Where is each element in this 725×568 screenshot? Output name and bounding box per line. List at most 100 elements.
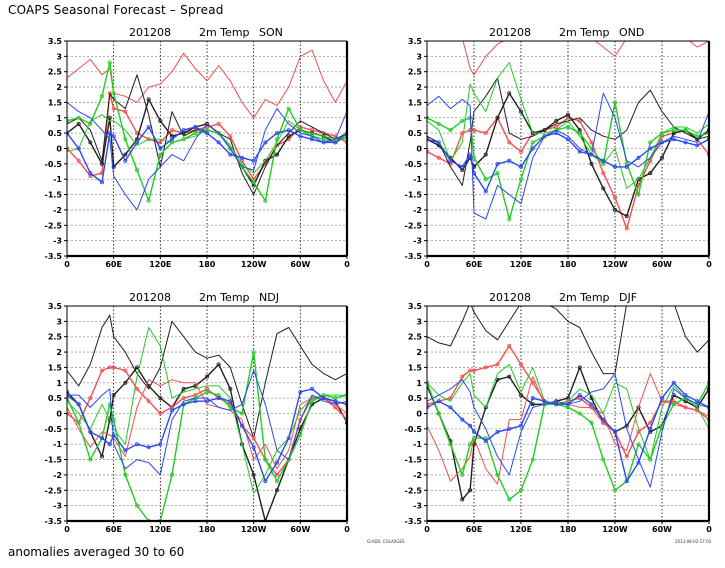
- data-point-black-2: [468, 488, 473, 493]
- data-point-green-1: [436, 121, 441, 126]
- x-tick-label: 180: [560, 260, 577, 269]
- data-point-green-1: [648, 140, 653, 145]
- data-point-blue-2: [286, 128, 291, 133]
- series-group: [67, 314, 347, 521]
- data-point-blue-2: [228, 152, 233, 157]
- data-point-red-2: [613, 195, 618, 200]
- data-point-black-2: [660, 155, 665, 160]
- data-point-blue-2: [460, 417, 465, 422]
- data-point-blue-2: [460, 164, 465, 169]
- data-point-blue-2: [88, 429, 93, 434]
- data-point-blue-2: [228, 399, 233, 404]
- y-tick-label: 2.5: [408, 333, 423, 342]
- data-point-black-2: [228, 386, 233, 391]
- data-point-black-2: [146, 383, 151, 388]
- timestamp: 2013-08-02-17:03: [675, 539, 712, 544]
- data-point-blue-2: [111, 134, 116, 139]
- data-point-blue-2: [181, 128, 186, 133]
- data-point-black-2: [263, 519, 268, 521]
- y-tick-label: 3.5: [48, 302, 63, 311]
- data-point-blue-2: [274, 131, 279, 136]
- data-point-blue-2: [566, 137, 571, 142]
- data-point-blue-2: [589, 152, 594, 157]
- data-point-green-1: [123, 472, 128, 477]
- data-point-green-1: [613, 488, 618, 493]
- data-point-red-1: [100, 368, 105, 373]
- data-point-blue-2: [471, 171, 476, 176]
- x-tick-label: 0: [64, 260, 70, 269]
- data-point-blue-2: [309, 137, 314, 142]
- data-point-green-1: [601, 457, 606, 462]
- data-point-blue-2: [263, 140, 268, 145]
- y-tick-label: 0.5: [408, 394, 423, 403]
- data-point-red-1: [519, 362, 524, 367]
- data-point-green-1: [427, 380, 429, 385]
- data-point-black-2: [519, 109, 524, 114]
- y-tick-label: -1.5: [405, 191, 423, 200]
- y-tick-label: 0.5: [48, 394, 63, 403]
- data-point-red-1: [88, 396, 93, 401]
- data-point-blue-2: [601, 158, 606, 163]
- x-tick-label: 120W: [602, 525, 628, 534]
- data-point-green-1: [707, 380, 709, 385]
- data-point-red-2: [123, 109, 128, 114]
- data-point-green-1: [251, 180, 256, 185]
- y-tick-label: -1.5: [45, 191, 63, 200]
- data-point-blue-2: [181, 402, 186, 407]
- data-point-red-2: [76, 158, 81, 163]
- data-point-blue-2: [158, 442, 163, 447]
- data-point-blue-2: [624, 164, 629, 169]
- series-line-black-2: [427, 366, 709, 501]
- x-tick-label: 180: [199, 260, 216, 269]
- y-tick-label: -2: [53, 471, 62, 480]
- data-point-black-2: [483, 405, 488, 410]
- data-point-blue-2: [298, 134, 303, 139]
- data-point-green-1: [146, 519, 151, 521]
- chart-title-part: 2m Temp: [559, 291, 610, 304]
- data-point-red-1: [158, 411, 163, 416]
- data-point-blue-2: [683, 393, 688, 398]
- x-tick-label: 180: [560, 525, 577, 534]
- data-point-red-2: [427, 149, 429, 154]
- chart-title-part: SON: [259, 26, 283, 39]
- data-point-black-2: [274, 152, 279, 157]
- data-point-black-2: [111, 393, 116, 398]
- data-point-red-1: [468, 368, 473, 373]
- data-point-blue-2: [530, 396, 535, 401]
- data-point-blue-2: [519, 423, 524, 428]
- x-tick-label: 180: [199, 525, 216, 534]
- data-point-green-1: [519, 488, 524, 493]
- data-point-red-1: [274, 472, 279, 477]
- data-point-blue-2: [204, 131, 209, 136]
- data-point-green-1: [158, 519, 163, 521]
- y-tick-label: -1: [413, 440, 422, 449]
- data-point-green-1: [76, 420, 81, 425]
- series-line-black-1: [427, 77, 709, 186]
- y-tick-label: -2: [413, 206, 422, 215]
- data-point-black-2: [530, 402, 535, 407]
- data-point-black-2: [134, 365, 139, 370]
- data-point-green-1: [660, 131, 665, 136]
- data-point-black-2: [636, 177, 641, 182]
- data-point-green-1: [169, 472, 174, 477]
- data-point-blue-2: [76, 146, 81, 151]
- footer-note: anomalies averaged 30 to 60: [8, 545, 185, 559]
- data-point-blue-2: [333, 140, 338, 145]
- data-point-green-1: [427, 115, 429, 120]
- data-point-green-1: [707, 131, 709, 136]
- y-tick-label: -0.5: [45, 425, 63, 434]
- data-point-black-2: [566, 112, 571, 117]
- data-point-red-1: [471, 368, 476, 373]
- chart-title-part: 201208: [489, 291, 531, 304]
- y-tick-label: -1.5: [45, 456, 63, 465]
- data-point-blue-2: [158, 146, 163, 151]
- data-point-green-1: [507, 497, 512, 502]
- x-tick-label: 120E: [149, 260, 171, 269]
- x-tick-label: 120E: [510, 260, 532, 269]
- data-point-green-1: [683, 128, 688, 133]
- data-point-blue-2: [636, 155, 641, 160]
- x-tick-label: 60W: [290, 525, 310, 534]
- chart-title-part: 201208: [489, 26, 531, 39]
- data-point-black-2: [542, 128, 547, 133]
- x-tick-label: 120E: [510, 525, 532, 534]
